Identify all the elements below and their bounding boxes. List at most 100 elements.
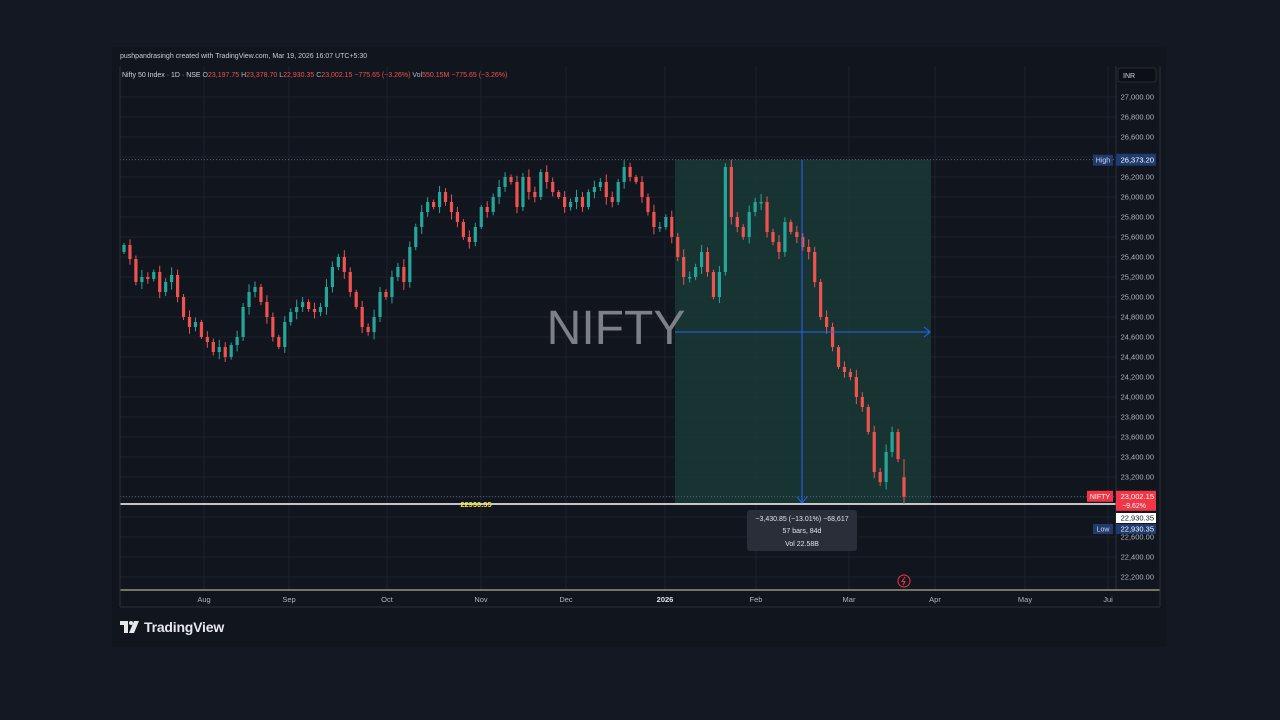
candle <box>765 202 769 232</box>
candle <box>253 287 257 292</box>
chart-frame <box>112 47 1166 647</box>
candle <box>682 257 686 277</box>
candle <box>759 202 763 204</box>
candle <box>193 322 198 327</box>
candle <box>354 292 358 307</box>
candle <box>610 197 614 202</box>
candle <box>497 187 501 197</box>
price-badges: High 26,373.20 NIFTY 23,002.15 −9.62% 22,930.… <box>1087 153 1156 534</box>
candle <box>640 182 644 197</box>
candle <box>342 257 346 272</box>
candle <box>670 217 674 237</box>
candle <box>783 222 787 252</box>
x-tick-label: Aug <box>197 595 210 604</box>
candle <box>289 312 293 322</box>
candle <box>432 202 436 207</box>
y-tick-label: 26,000.00 <box>1121 193 1154 202</box>
measure-tooltip: −3,430.85 (−13.01%) −68,617 57 bars, 84d V… <box>747 510 857 551</box>
candle <box>545 172 549 182</box>
y-tick-label: 26,200.00 <box>1121 173 1154 182</box>
candle <box>884 452 888 482</box>
candle <box>217 347 221 352</box>
candle <box>426 202 430 212</box>
y-tick-label: 24,200.00 <box>1121 373 1154 382</box>
candle <box>479 207 483 227</box>
lightning-icon <box>897 574 911 588</box>
candle <box>140 277 144 282</box>
last-price: 23,002.15 <box>1121 492 1154 501</box>
candle <box>866 407 870 432</box>
ohlc-legend-text: Nifty 50 Index · 1D · NSE O23,197.75 H23… <box>122 72 507 79</box>
candle <box>711 272 716 297</box>
candle <box>741 227 745 237</box>
candle <box>604 182 608 197</box>
price-axis: 22,200.0022,400.0022,600.0022,800.0023,0… <box>1115 66 1157 590</box>
candle <box>705 252 710 272</box>
y-tick-label: 23,200.00 <box>1121 473 1154 482</box>
candle <box>175 275 180 297</box>
candle <box>819 282 823 317</box>
candle <box>890 432 894 452</box>
measure-arrows <box>675 159 931 504</box>
candle <box>527 177 531 192</box>
candle <box>461 222 465 237</box>
measure-v-arrowhead <box>796 496 808 504</box>
candle <box>378 292 382 317</box>
ohlc-legend: Nifty 50 Index · 1D · NSE O23,197.75 H23… <box>122 72 507 79</box>
candle <box>854 377 858 397</box>
watermark: NIFTY <box>547 302 686 355</box>
candle <box>223 347 227 357</box>
candle <box>473 227 477 242</box>
candle <box>158 272 162 292</box>
candle <box>306 302 311 309</box>
candle <box>658 227 662 229</box>
candle <box>747 212 751 237</box>
last-price-bg <box>1116 490 1156 511</box>
candle <box>586 192 591 207</box>
candle <box>324 287 329 307</box>
candle <box>771 232 775 242</box>
y-tick-label: 24,600.00 <box>1121 333 1154 342</box>
candle <box>485 207 489 212</box>
candle <box>295 307 299 312</box>
candle <box>271 317 275 337</box>
x-tick-label: Oct <box>381 595 394 604</box>
measure-bars: 57 bars, 84d <box>783 528 822 535</box>
candle <box>187 317 192 327</box>
y-tick-label: 24,000.00 <box>1121 393 1154 402</box>
candle <box>509 177 513 182</box>
low-value-bg <box>1116 524 1156 534</box>
x-tick-label: Dec <box>559 595 573 604</box>
symbol-badge-bg <box>1087 490 1113 502</box>
candle <box>360 307 364 327</box>
candle <box>580 197 585 207</box>
candle <box>241 307 245 337</box>
candle <box>753 202 757 212</box>
candle <box>134 259 138 282</box>
tradingview-logo[interactable]: TradingView <box>120 619 224 635</box>
low-label-bg <box>1093 524 1113 534</box>
candle <box>795 232 799 237</box>
y-tick-label: 27,000.00 <box>1121 93 1154 102</box>
candle <box>824 317 829 327</box>
candle <box>842 367 847 372</box>
candle <box>455 212 460 222</box>
candle <box>348 272 352 292</box>
candle <box>211 342 215 352</box>
x-tick-label: Jui <box>1103 595 1113 604</box>
candle <box>634 177 638 182</box>
candle <box>420 212 424 227</box>
y-tick-label: 25,600.00 <box>1121 233 1154 242</box>
x-tick-label: Mar <box>843 595 856 604</box>
candle <box>372 317 376 332</box>
candle <box>521 177 525 207</box>
candle <box>205 337 209 342</box>
measure-change: −3,430.85 (−13.01%) −68,617 <box>755 516 848 523</box>
candle <box>902 477 906 497</box>
high-label-bg <box>1093 154 1113 166</box>
high-value: 26,373.20 <box>1121 156 1154 165</box>
candle <box>449 202 454 212</box>
candle <box>896 432 900 460</box>
candle <box>628 167 632 177</box>
